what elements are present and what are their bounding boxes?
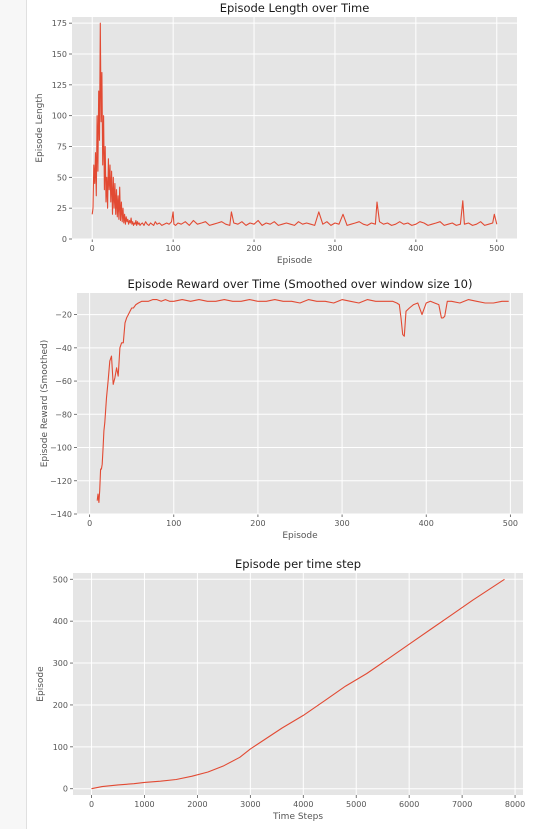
y-tick-label: 500 <box>53 575 68 584</box>
x-axis-label: Time Steps <box>272 812 323 822</box>
x-tick-label: 100 <box>165 244 180 253</box>
y-tick-label: 175 <box>52 19 67 28</box>
y-tick-label: 300 <box>53 659 68 668</box>
series-line-0 <box>91 22 498 226</box>
x-tick-label: 3000 <box>240 800 260 809</box>
x-tick-label: 200 <box>246 244 261 253</box>
y-tick-label: −120 <box>50 477 72 486</box>
plot-area <box>73 573 523 795</box>
x-tick-label: 4000 <box>293 800 313 809</box>
x-tick-label: 5000 <box>346 800 366 809</box>
x-tick-label: 8000 <box>505 800 525 809</box>
y-tick-label: −100 <box>50 444 72 453</box>
y-axis-label: Episode Reward (Smoothed) <box>40 340 50 468</box>
y-tick-label: 75 <box>57 143 67 152</box>
y-tick-label: 100 <box>53 743 68 752</box>
y-tick-label: 100 <box>52 112 67 121</box>
y-tick-label: −80 <box>55 410 72 419</box>
y-axis-label: Episode Length <box>35 93 45 162</box>
chart-title: Episode Reward over Time (Smoothed over … <box>128 277 473 291</box>
chart-title: Episode Length over Time <box>220 1 370 15</box>
y-tick-label: −140 <box>50 510 72 519</box>
y-tick-label: −20 <box>55 311 72 320</box>
series-line-0 <box>96 299 509 503</box>
x-tick-label: 2000 <box>187 800 207 809</box>
series-line-0 <box>91 578 505 790</box>
y-tick-label: 50 <box>57 173 67 182</box>
y-tick-label: 200 <box>53 701 68 710</box>
x-tick-label: 0 <box>89 800 94 809</box>
y-tick-label: 25 <box>57 204 67 213</box>
y-tick-label: 400 <box>53 617 68 626</box>
y-tick-label: 0 <box>62 235 67 244</box>
x-tick-label: 200 <box>250 519 265 528</box>
chart-episode-length: 0 100 200 300 400 500 0 25 50 75 100 125 150 175 Episo… <box>35 1 517 266</box>
y-tick-label: −40 <box>55 344 72 353</box>
chart-title: Episode per time step <box>235 557 361 571</box>
x-tick-label: 7000 <box>452 800 472 809</box>
chart-episode-reward: 0 100 200 300 400 500 −20 −40 −60 −80 −100 −120 −140… <box>40 277 523 541</box>
x-tick-label: 100 <box>166 519 181 528</box>
y-tick-label: 125 <box>52 81 67 90</box>
y-tick-label: 150 <box>52 50 67 59</box>
x-tick-label: 400 <box>408 244 423 253</box>
y-tick-label: −60 <box>55 377 72 386</box>
x-tick-label: 300 <box>327 244 342 253</box>
y-axis-label: Episode <box>36 666 46 702</box>
x-tick-label: 0 <box>87 519 92 528</box>
x-axis-label: Episode <box>282 531 318 541</box>
x-tick-label: 500 <box>489 244 504 253</box>
x-tick-label: 400 <box>419 519 434 528</box>
x-tick-label: 500 <box>503 519 518 528</box>
y-tick-label: 0 <box>63 785 68 794</box>
notebook-gutter <box>0 0 27 829</box>
plot-area <box>77 293 523 514</box>
x-tick-label: 6000 <box>399 800 419 809</box>
x-tick-label: 1000 <box>134 800 154 809</box>
x-axis-label: Episode <box>277 256 313 266</box>
x-tick-label: 300 <box>334 519 349 528</box>
x-tick-label: 0 <box>90 244 95 253</box>
